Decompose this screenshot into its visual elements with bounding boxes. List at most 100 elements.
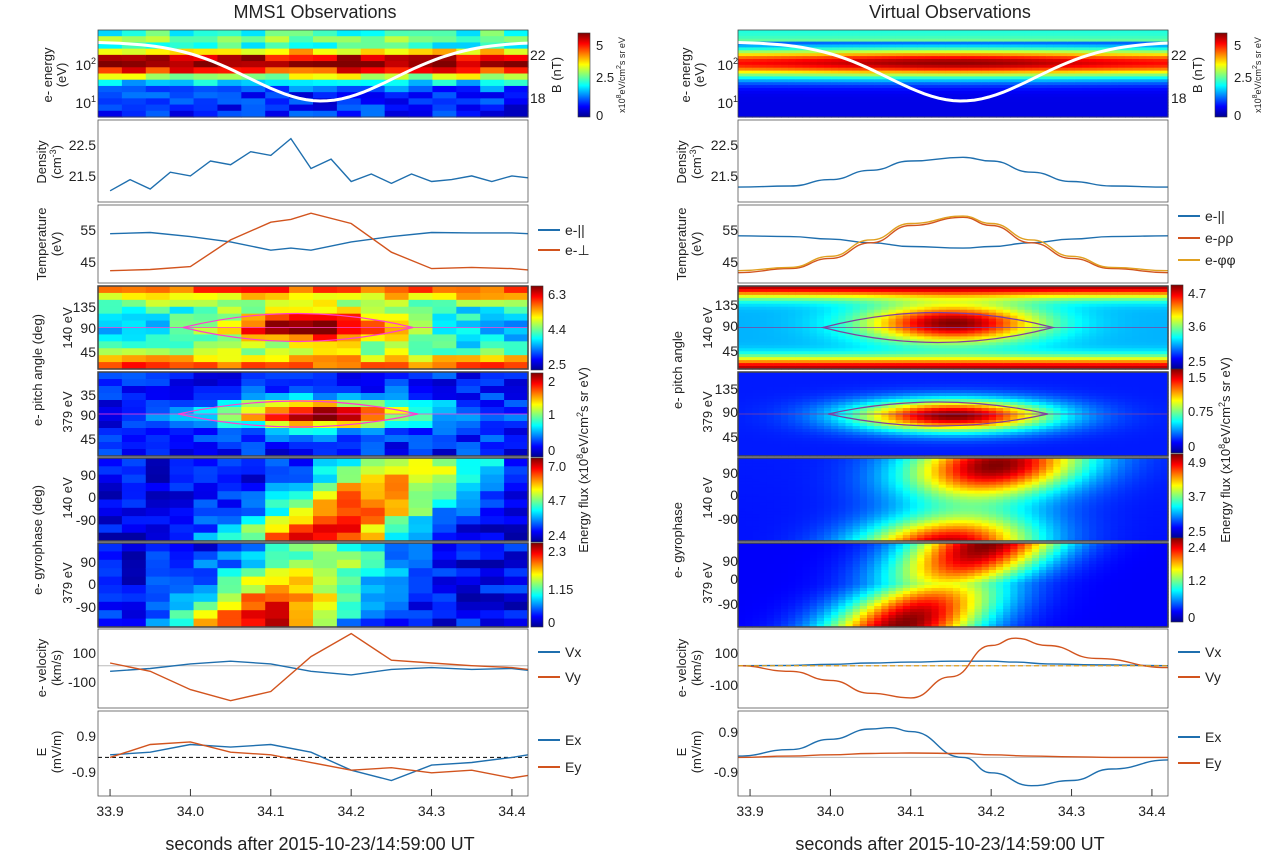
heatmap-left-energy-cell bbox=[432, 86, 456, 93]
heatmap-left-p140-cell bbox=[504, 321, 528, 329]
heatmap-left-g379-cell bbox=[194, 568, 218, 577]
heatmap-left-p140-cell bbox=[385, 293, 409, 301]
heatmap-left-g140-cell bbox=[146, 466, 170, 475]
heatmap-left-energy-cell bbox=[504, 30, 528, 37]
heatmap-left-p379-cell bbox=[432, 400, 456, 408]
heatmap-left-p379-cell bbox=[337, 393, 361, 401]
heatmap-left-energy-cell bbox=[194, 30, 218, 37]
heatmap-left-p379-cell bbox=[241, 407, 265, 415]
heatmap-left-p140-cell bbox=[504, 334, 528, 342]
heatmap-left-p379-cell bbox=[361, 379, 385, 387]
heatmap-left-p140-cell bbox=[194, 286, 218, 294]
heatmap-left-energy-cell bbox=[385, 105, 409, 112]
heatmap-left-p140-cell bbox=[170, 341, 194, 349]
heatmap-left-p140-cell bbox=[98, 341, 122, 349]
heatmap-left-energy-cell bbox=[456, 74, 480, 81]
heatmap-left-g379-cell bbox=[361, 551, 385, 560]
heatmap-left-g140-cell bbox=[480, 524, 504, 533]
heatmap-left-g140-cell bbox=[480, 500, 504, 509]
heatmap-left-p140-cell bbox=[456, 307, 480, 315]
heatmap-left-p140-cell bbox=[289, 286, 313, 294]
heatmap-left-p379-cell bbox=[122, 428, 146, 436]
heatmap-left-p379-cell bbox=[504, 421, 528, 429]
heatmap-left-p379-cell bbox=[241, 442, 265, 450]
heatmap-left-g379-cell bbox=[385, 551, 409, 560]
heatmap-left-p379-cell bbox=[313, 407, 337, 415]
heatmap-left-p379-cell bbox=[480, 400, 504, 408]
heatmap-left-g140-cell bbox=[265, 466, 289, 475]
heatmap-left-p379-cell bbox=[480, 372, 504, 380]
heatmap-left-g379-cell bbox=[217, 610, 241, 619]
heatmap-left-energy-cell bbox=[504, 80, 528, 87]
heatmap-left-g140-cell bbox=[122, 500, 146, 509]
heatmap-left-g140-cell bbox=[361, 483, 385, 492]
heatmap-left-p140-cell bbox=[146, 355, 170, 363]
heatmap-left-p379-cell bbox=[456, 442, 480, 450]
heatmap-left-g140-cell bbox=[504, 458, 528, 467]
heatmap-left-energy-cell bbox=[265, 74, 289, 81]
heatmap-left-g379-cell bbox=[98, 602, 122, 611]
heatmap-left-p379-cell bbox=[385, 428, 409, 436]
heatmap-left-g379-cell bbox=[504, 602, 528, 611]
heatmap-left-g379-cell bbox=[409, 610, 433, 619]
heatmap-left-p379-cell bbox=[217, 442, 241, 450]
heatmap-left-p379-cell bbox=[289, 428, 313, 436]
heatmap-left-g140-cell bbox=[241, 500, 265, 509]
heatmap-left-energy-cell bbox=[409, 49, 433, 56]
heatmap-left-g379-cell bbox=[361, 593, 385, 602]
heatmap-left-g379-cell bbox=[432, 551, 456, 560]
heatmap-left-p140-cell bbox=[480, 293, 504, 301]
heatmap-left-g379-cell bbox=[122, 543, 146, 552]
heatmap-left-energy-cell bbox=[456, 111, 480, 118]
heatmap-left-p140-cell bbox=[241, 286, 265, 294]
heatmap-left-p140-cell bbox=[337, 293, 361, 301]
heatmap-left-g379-cell bbox=[122, 577, 146, 586]
heatmap-left-energy-cell bbox=[409, 42, 433, 49]
heatmap-left-energy-cell bbox=[217, 74, 241, 81]
heatmap-left-energy-cell bbox=[289, 36, 313, 43]
heatmap-left-g140-cell bbox=[194, 458, 218, 467]
heatmap-left-g140-cell bbox=[170, 466, 194, 475]
heatmap-left-g140-cell bbox=[456, 483, 480, 492]
heatmap-left-p379-cell bbox=[409, 407, 433, 415]
heatmap-left-g379-cell bbox=[194, 602, 218, 611]
heatmap-left-g140-cell bbox=[504, 483, 528, 492]
heatmap-left-p379-cell bbox=[361, 428, 385, 436]
heatmap-left-p379-cell bbox=[456, 421, 480, 429]
heatmap-left-g140-cell bbox=[480, 516, 504, 525]
heatmap-left-p379-cell bbox=[217, 435, 241, 443]
heatmap-left-energy-cell bbox=[409, 36, 433, 43]
heatmap-left-energy-cell bbox=[98, 30, 122, 37]
heatmap-left-p379-cell bbox=[432, 421, 456, 429]
heatmap-left-p379-cell bbox=[385, 435, 409, 443]
heatmap-left-g379-cell bbox=[241, 543, 265, 552]
heatmap-left-g379-cell bbox=[409, 543, 433, 552]
heatmap-left-p379-cell bbox=[385, 372, 409, 380]
heatmap-left-p379-cell bbox=[337, 414, 361, 422]
heatmap-left-p379-cell bbox=[98, 442, 122, 450]
heatmap-left-g140-cell bbox=[504, 475, 528, 484]
heatmap-left-g140-cell bbox=[289, 483, 313, 492]
heatmap-left-p140-cell bbox=[480, 286, 504, 294]
heatmap-left-p379-cell bbox=[122, 442, 146, 450]
heatmap-left-p379-cell bbox=[432, 442, 456, 450]
heatmap-left-energy-cell bbox=[480, 105, 504, 112]
heatmap-left-p140-cell bbox=[170, 348, 194, 356]
heatmap-left-p379-cell bbox=[480, 386, 504, 394]
heatmap-left-g379-cell bbox=[98, 543, 122, 552]
heatmap-left-energy-cell bbox=[337, 86, 361, 93]
heatmap-left-p140-cell bbox=[122, 314, 146, 322]
heatmap-left-g140-cell bbox=[98, 466, 122, 475]
heatmap-left-energy-cell bbox=[265, 67, 289, 74]
heatmap-left-energy-cell bbox=[480, 30, 504, 37]
heatmap-left-g140-cell bbox=[98, 516, 122, 525]
heatmap-left-g140-cell bbox=[146, 458, 170, 467]
heatmap-left-energy-cell bbox=[241, 36, 265, 43]
heatmap-left-p140-cell bbox=[265, 321, 289, 329]
heatmap-left-g379 bbox=[98, 543, 529, 628]
heatmap-left-energy-cell bbox=[337, 67, 361, 74]
heatmap-left-energy-cell bbox=[313, 36, 337, 43]
heatmap-left-energy-cell bbox=[480, 80, 504, 87]
heatmap-left-p379-cell bbox=[432, 407, 456, 415]
heatmap-left-g140-cell bbox=[265, 483, 289, 492]
